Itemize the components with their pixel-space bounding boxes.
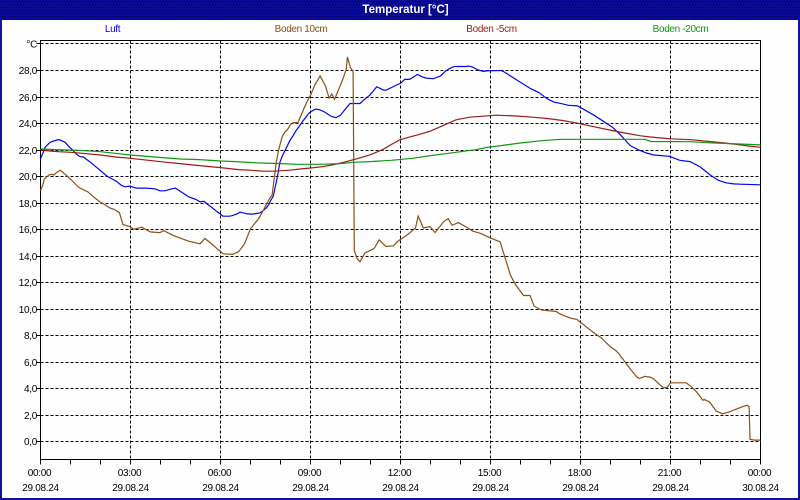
svg-text:29.08.24: 29.08.24: [472, 483, 509, 494]
svg-text:2,0: 2,0: [24, 411, 38, 422]
svg-text:12:00: 12:00: [388, 468, 412, 479]
svg-text:06:00: 06:00: [208, 468, 232, 479]
svg-text:29.08.24: 29.08.24: [652, 483, 689, 494]
svg-text:0,0: 0,0: [24, 437, 38, 448]
svg-text:14,0: 14,0: [19, 252, 38, 263]
svg-text:8,0: 8,0: [24, 331, 38, 342]
svg-text:6,0: 6,0: [24, 358, 38, 369]
svg-text:18,0: 18,0: [19, 199, 38, 210]
svg-text:26,0: 26,0: [19, 93, 38, 104]
svg-text:24,0: 24,0: [19, 119, 38, 130]
svg-text:29.08.24: 29.08.24: [22, 483, 59, 494]
svg-text:29.08.24: 29.08.24: [382, 483, 419, 494]
svg-text:21:00: 21:00: [658, 468, 682, 479]
svg-text:16,0: 16,0: [19, 225, 38, 236]
svg-text:09:00: 09:00: [298, 468, 322, 479]
svg-text:00:00: 00:00: [748, 468, 772, 479]
svg-text:28,0: 28,0: [19, 66, 38, 77]
svg-text:22,0: 22,0: [19, 146, 38, 157]
svg-text:12,0: 12,0: [19, 278, 38, 289]
svg-text:00:00: 00:00: [28, 468, 52, 479]
svg-text:°C: °C: [26, 40, 37, 51]
svg-text:29.08.24: 29.08.24: [112, 483, 149, 494]
svg-text:29.08.24: 29.08.24: [562, 483, 599, 494]
svg-text:30.08.24: 30.08.24: [742, 483, 779, 494]
svg-text:20,0: 20,0: [19, 172, 38, 183]
svg-text:29.08.24: 29.08.24: [202, 483, 239, 494]
svg-text:10,0: 10,0: [19, 305, 38, 316]
svg-text:4,0: 4,0: [24, 384, 38, 395]
svg-text:29.08.24: 29.08.24: [292, 483, 329, 494]
svg-text:03:00: 03:00: [118, 468, 142, 479]
svg-text:15:00: 15:00: [478, 468, 502, 479]
svg-text:18:00: 18:00: [568, 468, 592, 479]
